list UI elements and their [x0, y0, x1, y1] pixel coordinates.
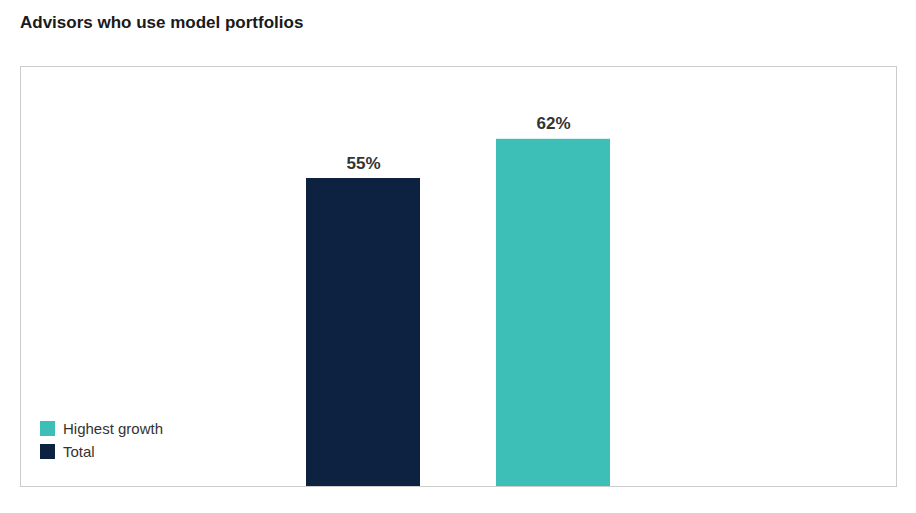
html-text:Highest growth: Highest growth	[63, 420, 164, 437]
svg-text:55%: 55%	[346, 154, 380, 173]
html-text:Advisors who use model portfol: Advisors who use model portfolios	[20, 13, 304, 32]
html-text:Total: Total	[63, 443, 95, 460]
svg-text:62%: 62%	[536, 114, 570, 133]
